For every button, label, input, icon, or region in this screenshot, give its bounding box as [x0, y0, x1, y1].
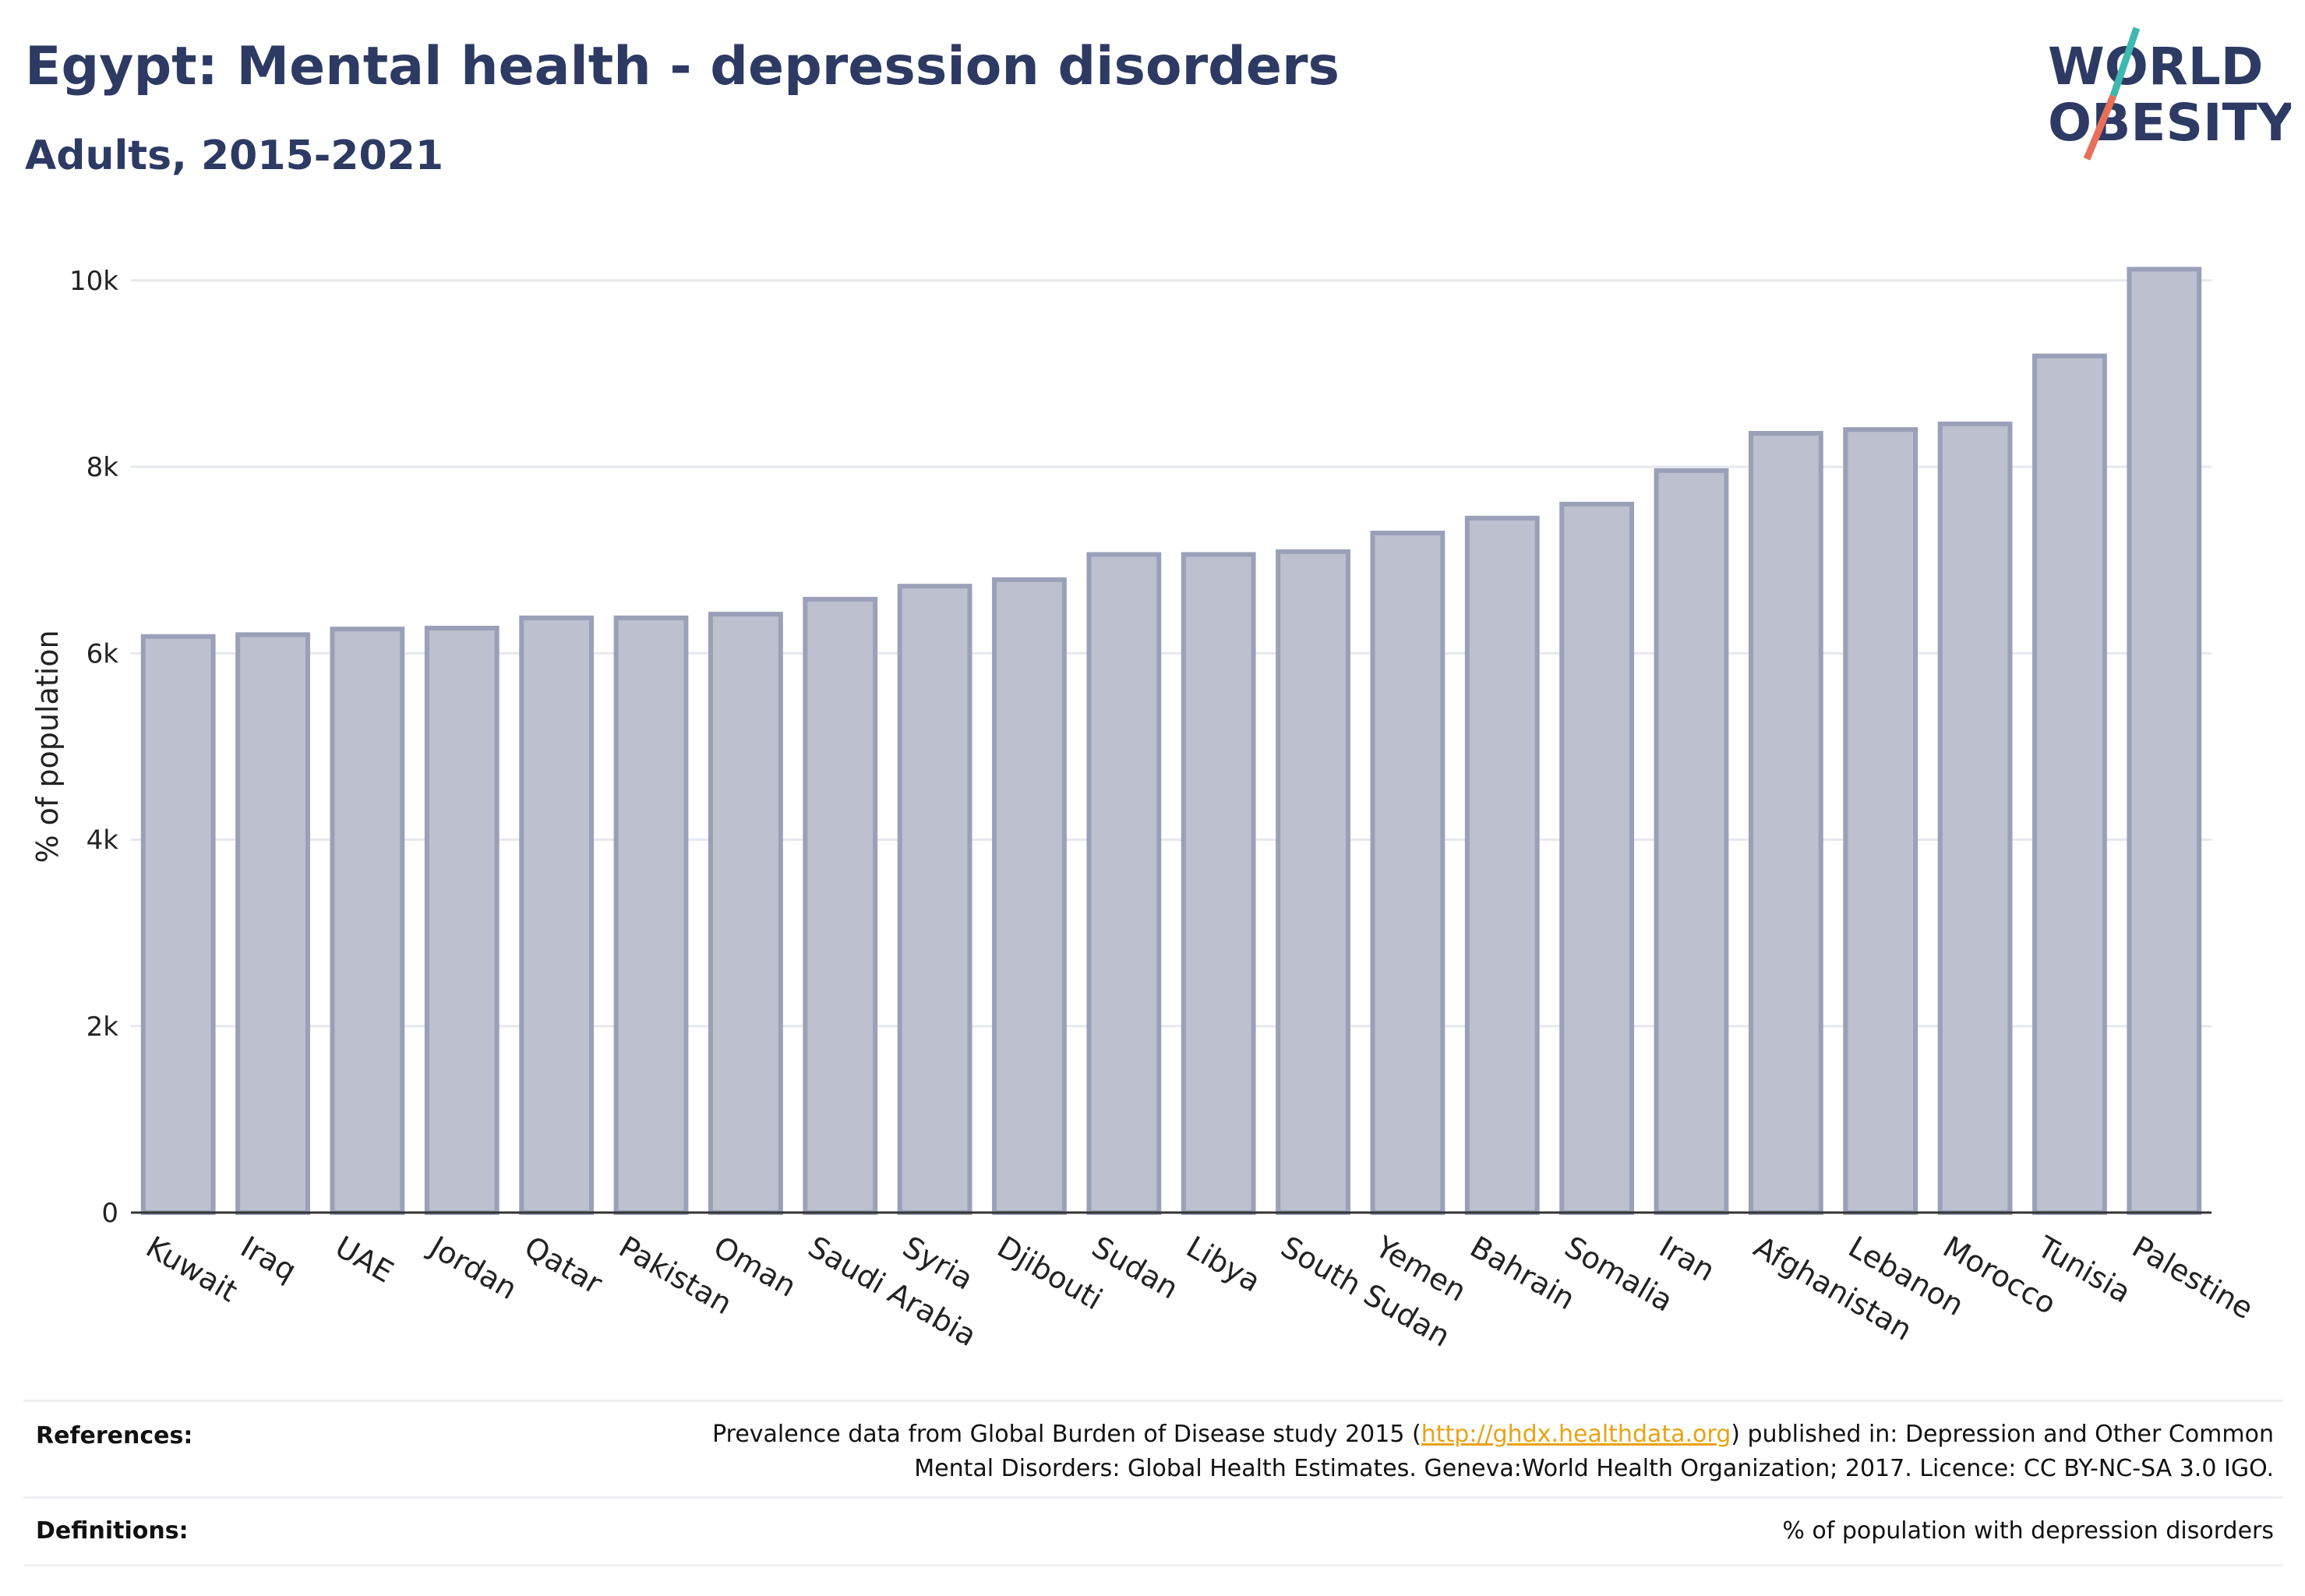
- chart-subtitle: Adults, 2015-2021: [25, 132, 444, 179]
- bar-afghanistan: [1748, 430, 1823, 1215]
- x-tick-label: UAE: [330, 1230, 399, 1290]
- x-tick-label: Kuwait: [140, 1230, 243, 1309]
- bar-sudan: [1086, 552, 1162, 1215]
- bar-oman: [708, 612, 783, 1215]
- x-tick-label: Iraq: [235, 1230, 302, 1288]
- logo-slash-coral: [2083, 94, 2117, 161]
- definitions-text: % of population with depression disorder…: [1782, 1517, 2274, 1545]
- bar-palestine: [2127, 267, 2202, 1216]
- bar-somalia: [1559, 501, 1635, 1215]
- x-tick-label: Bahrain: [1464, 1230, 1580, 1317]
- references-text: Prevalence data from Global Burden of Di…: [712, 1418, 2274, 1486]
- bar-syria: [897, 584, 972, 1215]
- bar-qatar: [519, 615, 595, 1215]
- bar-pakistan: [613, 615, 689, 1215]
- y-tick-label: 0: [101, 1198, 118, 1229]
- x-tick-label: Jordan: [423, 1229, 523, 1307]
- definitions-row: Definitions: % of population with depres…: [23, 1496, 2283, 1566]
- y-tick-label: 2k: [86, 1012, 119, 1043]
- bar-tunisia: [2032, 353, 2107, 1216]
- references-text-start: Prevalence data from Global Burden of Di…: [712, 1421, 1421, 1448]
- y-tick-label: 4k: [86, 825, 119, 856]
- references-link[interactable]: http://ghdx.healthdata.org: [1421, 1421, 1731, 1448]
- bar-south-sudan: [1276, 549, 1350, 1215]
- references-row: References: Prevalence data from Global …: [23, 1400, 2283, 1499]
- chart-title: Egypt: Mental health - depression disord…: [25, 36, 1340, 97]
- bar-lebanon: [1843, 427, 1918, 1215]
- logo-line1: WORLD: [2048, 37, 2264, 97]
- references-label: References:: [36, 1422, 193, 1449]
- y-tick-label: 10k: [69, 266, 118, 297]
- x-tick-label: Afghanistan: [1748, 1230, 1918, 1347]
- bar-uae: [330, 627, 405, 1215]
- bar-kuwait: [140, 634, 216, 1215]
- bar-morocco: [1937, 422, 2013, 1215]
- bar-libya: [1181, 552, 1256, 1215]
- references-text-line2: Mental Disorders: Global Health Estimate…: [914, 1455, 2274, 1482]
- references-text-end: ) published in: Depression and Other Com…: [1731, 1421, 2274, 1448]
- y-axis-title: % of population: [30, 630, 65, 863]
- bar-iraq: [235, 632, 310, 1215]
- bar-iran: [1654, 468, 1729, 1215]
- x-tick-label: Libya: [1181, 1230, 1266, 1299]
- bar-bahrain: [1464, 515, 1540, 1215]
- definitions-label: Definitions:: [36, 1517, 189, 1545]
- y-tick-label: 6k: [86, 638, 119, 669]
- logo-line2: OBESITY: [2048, 93, 2291, 153]
- world-obesity-logo: WORLD OBESITY: [2048, 26, 2291, 161]
- x-tick-label: Palestine: [2127, 1230, 2259, 1326]
- x-tick-label: Somalia: [1559, 1230, 1679, 1319]
- bar-jordan: [424, 625, 499, 1215]
- logo-slash-teal: [2109, 26, 2141, 97]
- bar-yemen: [1370, 530, 1445, 1215]
- bar-djibouti: [992, 577, 1067, 1215]
- y-tick-label: 8k: [86, 452, 119, 483]
- x-tick-label: Djibouti: [991, 1230, 1108, 1317]
- bar-saudi-arabia: [803, 596, 878, 1215]
- x-tick-label: Qatar: [519, 1230, 609, 1301]
